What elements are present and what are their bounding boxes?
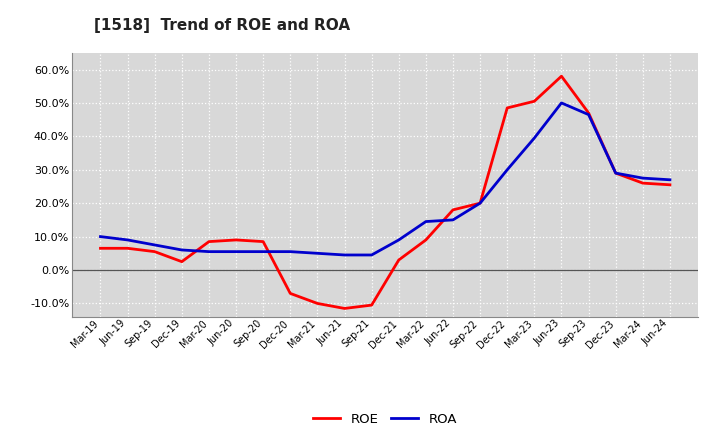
ROA [313, 251, 322, 256]
ROA [150, 242, 159, 248]
ROA [421, 219, 430, 224]
ROA [286, 249, 294, 254]
Legend: ROE, ROA: ROE, ROA [308, 408, 462, 432]
ROE [96, 246, 105, 251]
ROA [503, 167, 511, 172]
ROA [232, 249, 240, 254]
ROE [530, 99, 539, 104]
ROA [449, 217, 457, 223]
ROA [178, 247, 186, 253]
ROE [611, 170, 620, 176]
ROA [123, 237, 132, 242]
ROE [150, 249, 159, 254]
ROE [341, 306, 349, 311]
ROE [557, 73, 566, 79]
ROA [367, 252, 376, 257]
ROA [530, 136, 539, 141]
ROA [639, 176, 647, 181]
ROE [204, 239, 213, 244]
ROE [232, 237, 240, 242]
ROA [665, 177, 674, 183]
ROA [584, 112, 593, 117]
Line: ROE: ROE [101, 76, 670, 308]
ROE [367, 302, 376, 308]
ROE [123, 246, 132, 251]
ROA [259, 249, 268, 254]
ROA [96, 234, 105, 239]
ROA [204, 249, 213, 254]
ROE [584, 110, 593, 116]
ROE [395, 257, 403, 263]
ROE [665, 182, 674, 187]
ROA [476, 201, 485, 206]
ROE [421, 237, 430, 242]
ROA [611, 170, 620, 176]
ROE [503, 105, 511, 110]
ROE [286, 291, 294, 296]
ROE [639, 180, 647, 186]
Line: ROA: ROA [101, 103, 670, 255]
Text: [1518]  Trend of ROE and ROA: [1518] Trend of ROE and ROA [94, 18, 350, 33]
ROE [449, 207, 457, 213]
ROA [557, 100, 566, 106]
ROA [395, 237, 403, 242]
ROE [178, 259, 186, 264]
ROA [341, 252, 349, 257]
ROE [313, 301, 322, 306]
ROE [476, 201, 485, 206]
ROE [259, 239, 268, 244]
